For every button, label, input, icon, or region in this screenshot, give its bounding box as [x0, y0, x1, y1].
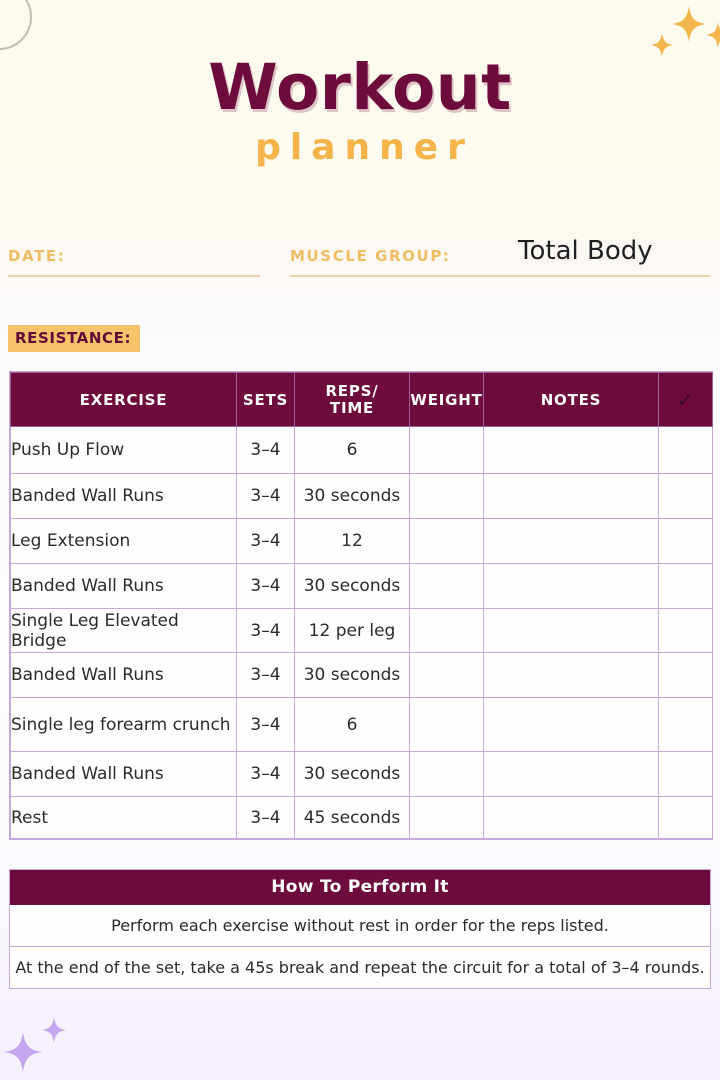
- how-to-perform-lines: Perform each exercise without rest in or…: [10, 905, 710, 988]
- date-field[interactable]: DATE:: [8, 243, 260, 291]
- sparkle-gold-edge-icon: [706, 22, 720, 48]
- page-subtitle: planner: [255, 127, 474, 168]
- table-row: Leg Extension 3–4 12: [10, 518, 713, 564]
- cell-weight[interactable]: [409, 652, 484, 698]
- table-row: Single Leg Elevated Bridge 3–4 12 per leg: [10, 608, 713, 653]
- table-row: Single leg forearm crunch 3–4 6: [10, 697, 713, 752]
- cell-reps-time: 30 seconds: [294, 473, 410, 519]
- cell-reps-time: 30 seconds: [294, 652, 410, 698]
- cell-exercise: Banded Wall Runs: [10, 652, 237, 698]
- cell-check[interactable]: [658, 563, 713, 609]
- cell-exercise: Push Up Flow: [10, 426, 237, 474]
- sparkle-purple-small-icon: [42, 1017, 66, 1043]
- column-header-exercise: EXERCISE: [10, 372, 237, 427]
- cell-sets: 3–4: [236, 652, 295, 698]
- workout-table-wrapper: EXERCISE SETS REPS/ TIME WEIGHT NOTES ✓ …: [9, 371, 713, 840]
- cell-sets: 3–4: [236, 697, 295, 752]
- cell-weight[interactable]: [409, 751, 484, 797]
- cell-notes[interactable]: [483, 426, 659, 474]
- page-title: Workout: [208, 51, 512, 124]
- muscle-group-value: Total Body: [518, 236, 653, 266]
- cell-notes[interactable]: [483, 652, 659, 698]
- cell-weight[interactable]: [409, 473, 484, 519]
- cell-sets: 3–4: [236, 473, 295, 519]
- cell-weight[interactable]: [409, 697, 484, 752]
- cell-sets: 3–4: [236, 426, 295, 474]
- cell-weight[interactable]: [409, 796, 484, 839]
- column-header-weight: WEIGHT: [409, 372, 484, 427]
- cell-check[interactable]: [658, 608, 713, 653]
- cell-weight[interactable]: [409, 608, 484, 653]
- cell-reps-time: 30 seconds: [294, 751, 410, 797]
- cell-check[interactable]: [658, 697, 713, 752]
- cell-weight[interactable]: [409, 563, 484, 609]
- muscle-group-field[interactable]: MUSCLE GROUP: Total Body: [290, 236, 710, 291]
- cell-weight[interactable]: [409, 426, 484, 474]
- cell-notes[interactable]: [483, 563, 659, 609]
- cell-sets: 3–4: [236, 796, 295, 839]
- cell-exercise: Single leg forearm crunch: [10, 697, 237, 752]
- workout-table: EXERCISE SETS REPS/ TIME WEIGHT NOTES ✓ …: [10, 372, 713, 839]
- cell-reps-time: 45 seconds: [294, 796, 410, 839]
- cell-reps-time: 12 per leg: [294, 608, 410, 653]
- muscle-group-underline: [290, 275, 710, 277]
- how-to-perform-heading: How To Perform It: [10, 870, 710, 905]
- cell-notes[interactable]: [483, 796, 659, 839]
- table-header-row: EXERCISE SETS REPS/ TIME WEIGHT NOTES ✓: [10, 372, 713, 427]
- how-to-perform-line: Perform each exercise without rest in or…: [111, 916, 609, 935]
- cell-exercise: Leg Extension: [10, 518, 237, 564]
- cell-reps-time: 6: [294, 697, 410, 752]
- sparkle-purple-large-icon: [4, 1032, 42, 1072]
- muscle-group-label: MUSCLE GROUP:: [290, 247, 451, 265]
- cell-notes[interactable]: [483, 518, 659, 564]
- column-header-check-icon: ✓: [658, 372, 713, 427]
- cell-notes[interactable]: [483, 751, 659, 797]
- date-label: DATE:: [8, 247, 66, 265]
- cell-check[interactable]: [658, 751, 713, 797]
- cell-exercise: Banded Wall Runs: [10, 751, 237, 797]
- column-header-notes: NOTES: [483, 372, 659, 427]
- column-header-reps-line1: REPS/: [325, 381, 379, 400]
- cell-notes[interactable]: [483, 608, 659, 653]
- cell-exercise: Banded Wall Runs: [10, 563, 237, 609]
- cell-check[interactable]: [658, 652, 713, 698]
- cell-check[interactable]: [658, 796, 713, 839]
- table-row: Push Up Flow 3–4 6: [10, 426, 713, 474]
- cell-check[interactable]: [658, 426, 713, 474]
- workout-table-body: Push Up Flow 3–4 6 Banded Wall Runs 3–4 30 se…: [10, 426, 713, 839]
- cell-notes[interactable]: [483, 473, 659, 519]
- how-to-perform-line: At the end of the set, take a 45s break …: [10, 946, 710, 988]
- corner-ring-decoration: [0, 0, 32, 50]
- cell-notes[interactable]: [483, 697, 659, 752]
- cell-sets: 3–4: [236, 608, 295, 653]
- page-title-block: Workout planner: [0, 54, 720, 168]
- cell-sets: 3–4: [236, 518, 295, 564]
- cell-weight[interactable]: [409, 518, 484, 564]
- cell-sets: 3–4: [236, 751, 295, 797]
- cell-exercise: Single Leg Elevated Bridge: [10, 608, 237, 653]
- resistance-badge: RESISTANCE:: [8, 325, 141, 352]
- column-header-reps-time: REPS/ TIME: [294, 372, 410, 427]
- column-header-sets: SETS: [236, 372, 295, 427]
- table-row: Banded Wall Runs 3–4 30 seconds: [10, 473, 713, 519]
- sparkle-gold-large-icon: [672, 6, 706, 42]
- table-row: Rest 3–4 45 seconds: [10, 796, 713, 839]
- cell-exercise: Banded Wall Runs: [10, 473, 237, 519]
- cell-exercise: Rest: [10, 796, 237, 839]
- table-row: Banded Wall Runs 3–4 30 seconds: [10, 652, 713, 698]
- sparkle-gold-small-icon: [651, 33, 673, 57]
- meta-row: DATE: MUSCLE GROUP: Total Body: [0, 236, 720, 295]
- cell-check[interactable]: [658, 473, 713, 519]
- cell-check[interactable]: [658, 518, 713, 564]
- cell-reps-time: 30 seconds: [294, 563, 410, 609]
- table-row: Banded Wall Runs 3–4 30 seconds: [10, 751, 713, 797]
- table-row: Banded Wall Runs 3–4 30 seconds: [10, 563, 713, 609]
- date-underline: [8, 275, 260, 277]
- cell-reps-time: 6: [294, 426, 410, 474]
- how-to-perform-panel: How To Perform It Perform each exercise …: [9, 869, 711, 989]
- cell-reps-time: 12: [294, 518, 410, 564]
- column-header-reps-line2: TIME: [329, 398, 375, 417]
- cell-sets: 3–4: [236, 563, 295, 609]
